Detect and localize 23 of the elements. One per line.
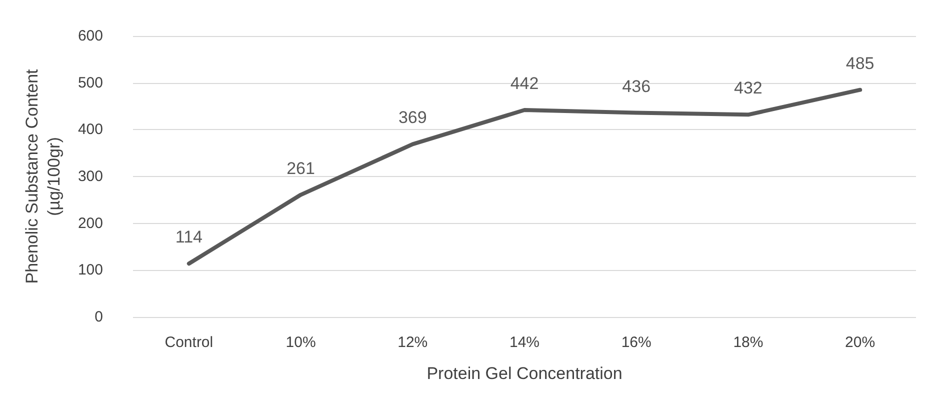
y-axis-title: Phenolic Substance Content (µg/100gr) (22, 68, 64, 284)
x-axis-title: Protein Gel Concentration (426, 364, 622, 383)
x-tick-label: 14% (509, 334, 540, 351)
y-tick-label: 100 (78, 262, 103, 279)
x-tick-label: 18% (733, 334, 764, 351)
data-label: 485 (846, 54, 874, 73)
data-label: 114 (175, 228, 202, 247)
data-label: 436 (622, 76, 651, 96)
x-tick-label: 16% (621, 334, 652, 351)
y-tick-label: 600 (78, 28, 103, 44)
x-tick-label: Control (164, 334, 214, 351)
data-label: 261 (286, 158, 315, 178)
data-label: 442 (510, 74, 539, 93)
data-label: 369 (398, 108, 427, 128)
x-tick-label: 12% (398, 334, 428, 351)
y-tick-label: 400 (78, 121, 103, 138)
y-tick-label: 0 (94, 308, 103, 326)
data-label: 432 (734, 78, 762, 98)
x-tick-label: 10% (286, 334, 316, 351)
y-tick-label: 300 (78, 168, 103, 185)
y-tick-label: 500 (78, 74, 103, 92)
x-tick-label: 20% (845, 334, 876, 351)
y-tick-label: 200 (78, 214, 103, 232)
